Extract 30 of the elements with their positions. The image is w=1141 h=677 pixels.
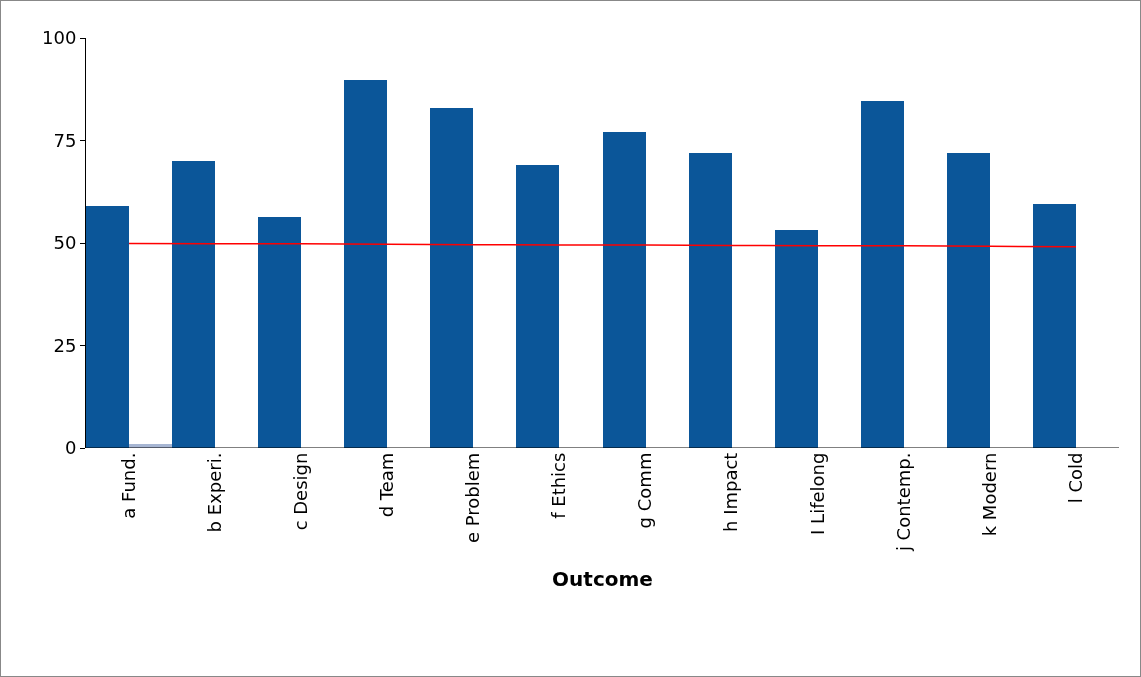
bar — [689, 153, 732, 448]
bar — [861, 101, 904, 448]
x-tick-label: I Lifelong — [806, 452, 828, 535]
bar — [603, 132, 646, 448]
x-tick-label: a Fund. — [117, 452, 139, 519]
y-tick-label: 0 — [64, 437, 77, 459]
bar — [258, 217, 301, 448]
x-axis-title: Outcome — [552, 566, 653, 591]
x-tick-label: d Team — [376, 452, 398, 518]
y-tick-label: 50 — [53, 232, 77, 254]
bar — [947, 153, 990, 448]
x-tick-label: e Problem — [462, 452, 484, 543]
x-tick-label: c Design — [290, 452, 312, 531]
bar — [516, 165, 559, 448]
y-tick-label: 25 — [53, 334, 77, 356]
x-tick-label: h Impact — [720, 452, 742, 532]
x-tick-label: k Modern — [978, 452, 1000, 537]
bar — [1033, 204, 1076, 448]
bar — [775, 230, 818, 448]
x-tick-label: l Cold — [1064, 452, 1086, 504]
x-tick-label: f Ethics — [548, 452, 570, 519]
bar — [430, 108, 473, 448]
x-tick-label: b Experi. — [203, 452, 225, 533]
bar — [86, 206, 129, 448]
y-tick-label: 100 — [42, 27, 77, 49]
x-tick-label: g Comm — [634, 452, 656, 529]
y-tick-label: 75 — [53, 129, 77, 151]
bar — [172, 161, 215, 448]
x-tick-label: j Contemp. — [892, 452, 914, 553]
bar — [344, 80, 387, 448]
